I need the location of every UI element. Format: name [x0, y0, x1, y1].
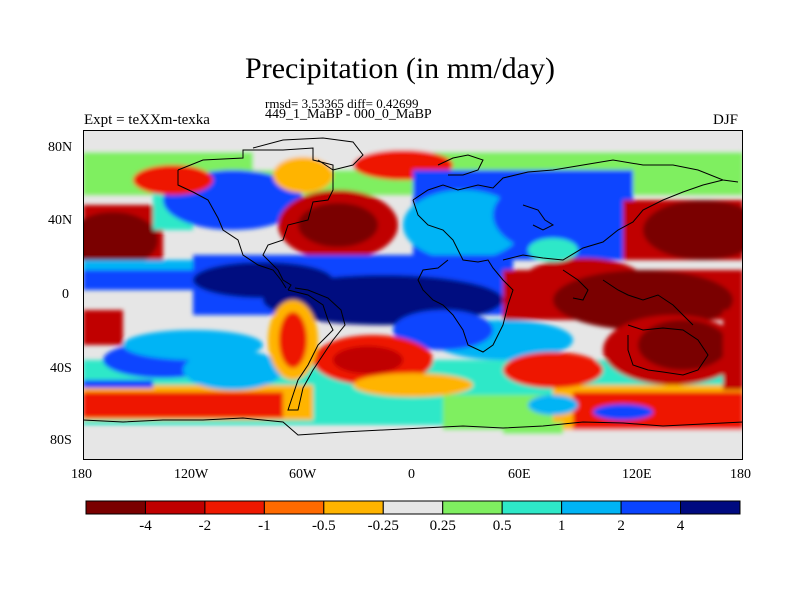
- colorbar-swatch: [323, 500, 384, 515]
- lon-label: 180: [71, 467, 92, 482]
- precipitation-map: [83, 130, 743, 460]
- colorbar-swatch: [263, 500, 325, 515]
- lon-label: 120W: [174, 467, 209, 482]
- colorbar-swatch: [680, 500, 741, 515]
- colorbar-swatch: [382, 500, 444, 515]
- colorbar-label: 1: [557, 518, 566, 534]
- colorbar-label: -1: [258, 518, 271, 534]
- lon-label: 0: [408, 467, 415, 482]
- chart-title: Precipitation (in mm/day): [245, 52, 555, 85]
- colorbar-swatch: [561, 500, 622, 515]
- colorbar-label: 0.25: [429, 518, 456, 534]
- lat-label: 80N: [48, 140, 73, 155]
- experiment-label: Expt = teXXm-texka: [84, 112, 210, 128]
- lat-label: 40N: [48, 213, 73, 228]
- colorbar-label: -0.5: [311, 518, 336, 534]
- colorbar-label: -4: [139, 518, 152, 534]
- colorbar-label: 2: [617, 518, 625, 534]
- colorbar-label: 0.5: [492, 518, 512, 534]
- colorbar-label: -0.25: [367, 518, 399, 534]
- lon-label: 180: [730, 467, 751, 482]
- colorbar-label: 4: [676, 518, 685, 534]
- lon-label: 60E: [508, 467, 531, 482]
- colorbar: [85, 500, 741, 515]
- colorbar-swatch: [620, 500, 682, 515]
- subtitle-label: 449_1_MaBP - 000_0_MaBP: [265, 107, 432, 122]
- lat-label: 40S: [50, 361, 72, 376]
- colorbar-swatch: [442, 500, 503, 515]
- colorbar-swatch: [144, 500, 206, 515]
- season-label: DJF: [712, 112, 738, 128]
- colorbar-swatch: [85, 500, 146, 515]
- lon-label: 60W: [289, 467, 317, 482]
- map-field: [83, 130, 743, 460]
- stats-label: rmsd= 3.53365 diff= 0.42699: [265, 96, 419, 111]
- coastline-outlines: [83, 137, 743, 436]
- lon-label: 120E: [622, 467, 652, 482]
- colorbar-swatch: [204, 500, 265, 515]
- colorbar-label: -2: [198, 518, 212, 534]
- lat-label: 80S: [50, 433, 72, 448]
- lat-label: 0: [62, 287, 69, 302]
- colorbar-swatch: [501, 500, 563, 515]
